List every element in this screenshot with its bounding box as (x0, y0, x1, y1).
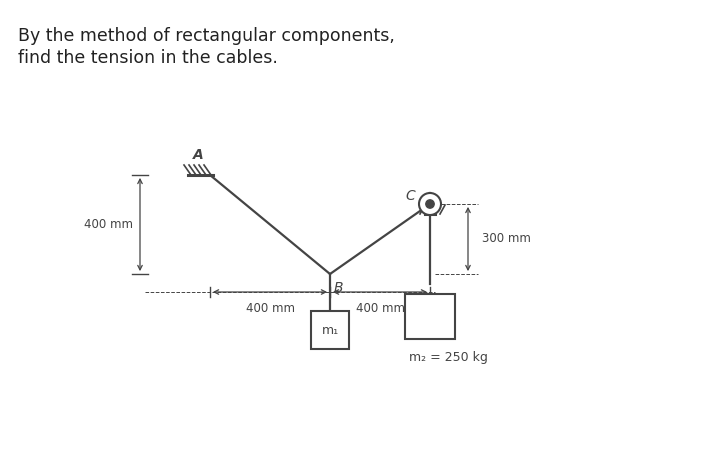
Text: m₁: m₁ (321, 323, 338, 336)
Circle shape (419, 193, 441, 215)
Text: B: B (333, 281, 343, 295)
Text: m₂ = 250 kg: m₂ = 250 kg (408, 351, 487, 364)
Text: 400 mm: 400 mm (246, 301, 294, 314)
Circle shape (426, 200, 434, 208)
Text: find the tension in the cables.: find the tension in the cables. (18, 49, 278, 67)
Text: A: A (193, 148, 203, 162)
Text: 400 mm: 400 mm (356, 301, 405, 314)
Text: C: C (405, 189, 415, 203)
Text: 400 mm: 400 mm (84, 218, 132, 231)
Text: 300 mm: 300 mm (482, 233, 531, 246)
Bar (311, 311, 349, 349)
Bar (405, 294, 455, 339)
Text: By the method of rectangular components,: By the method of rectangular components, (18, 27, 395, 45)
